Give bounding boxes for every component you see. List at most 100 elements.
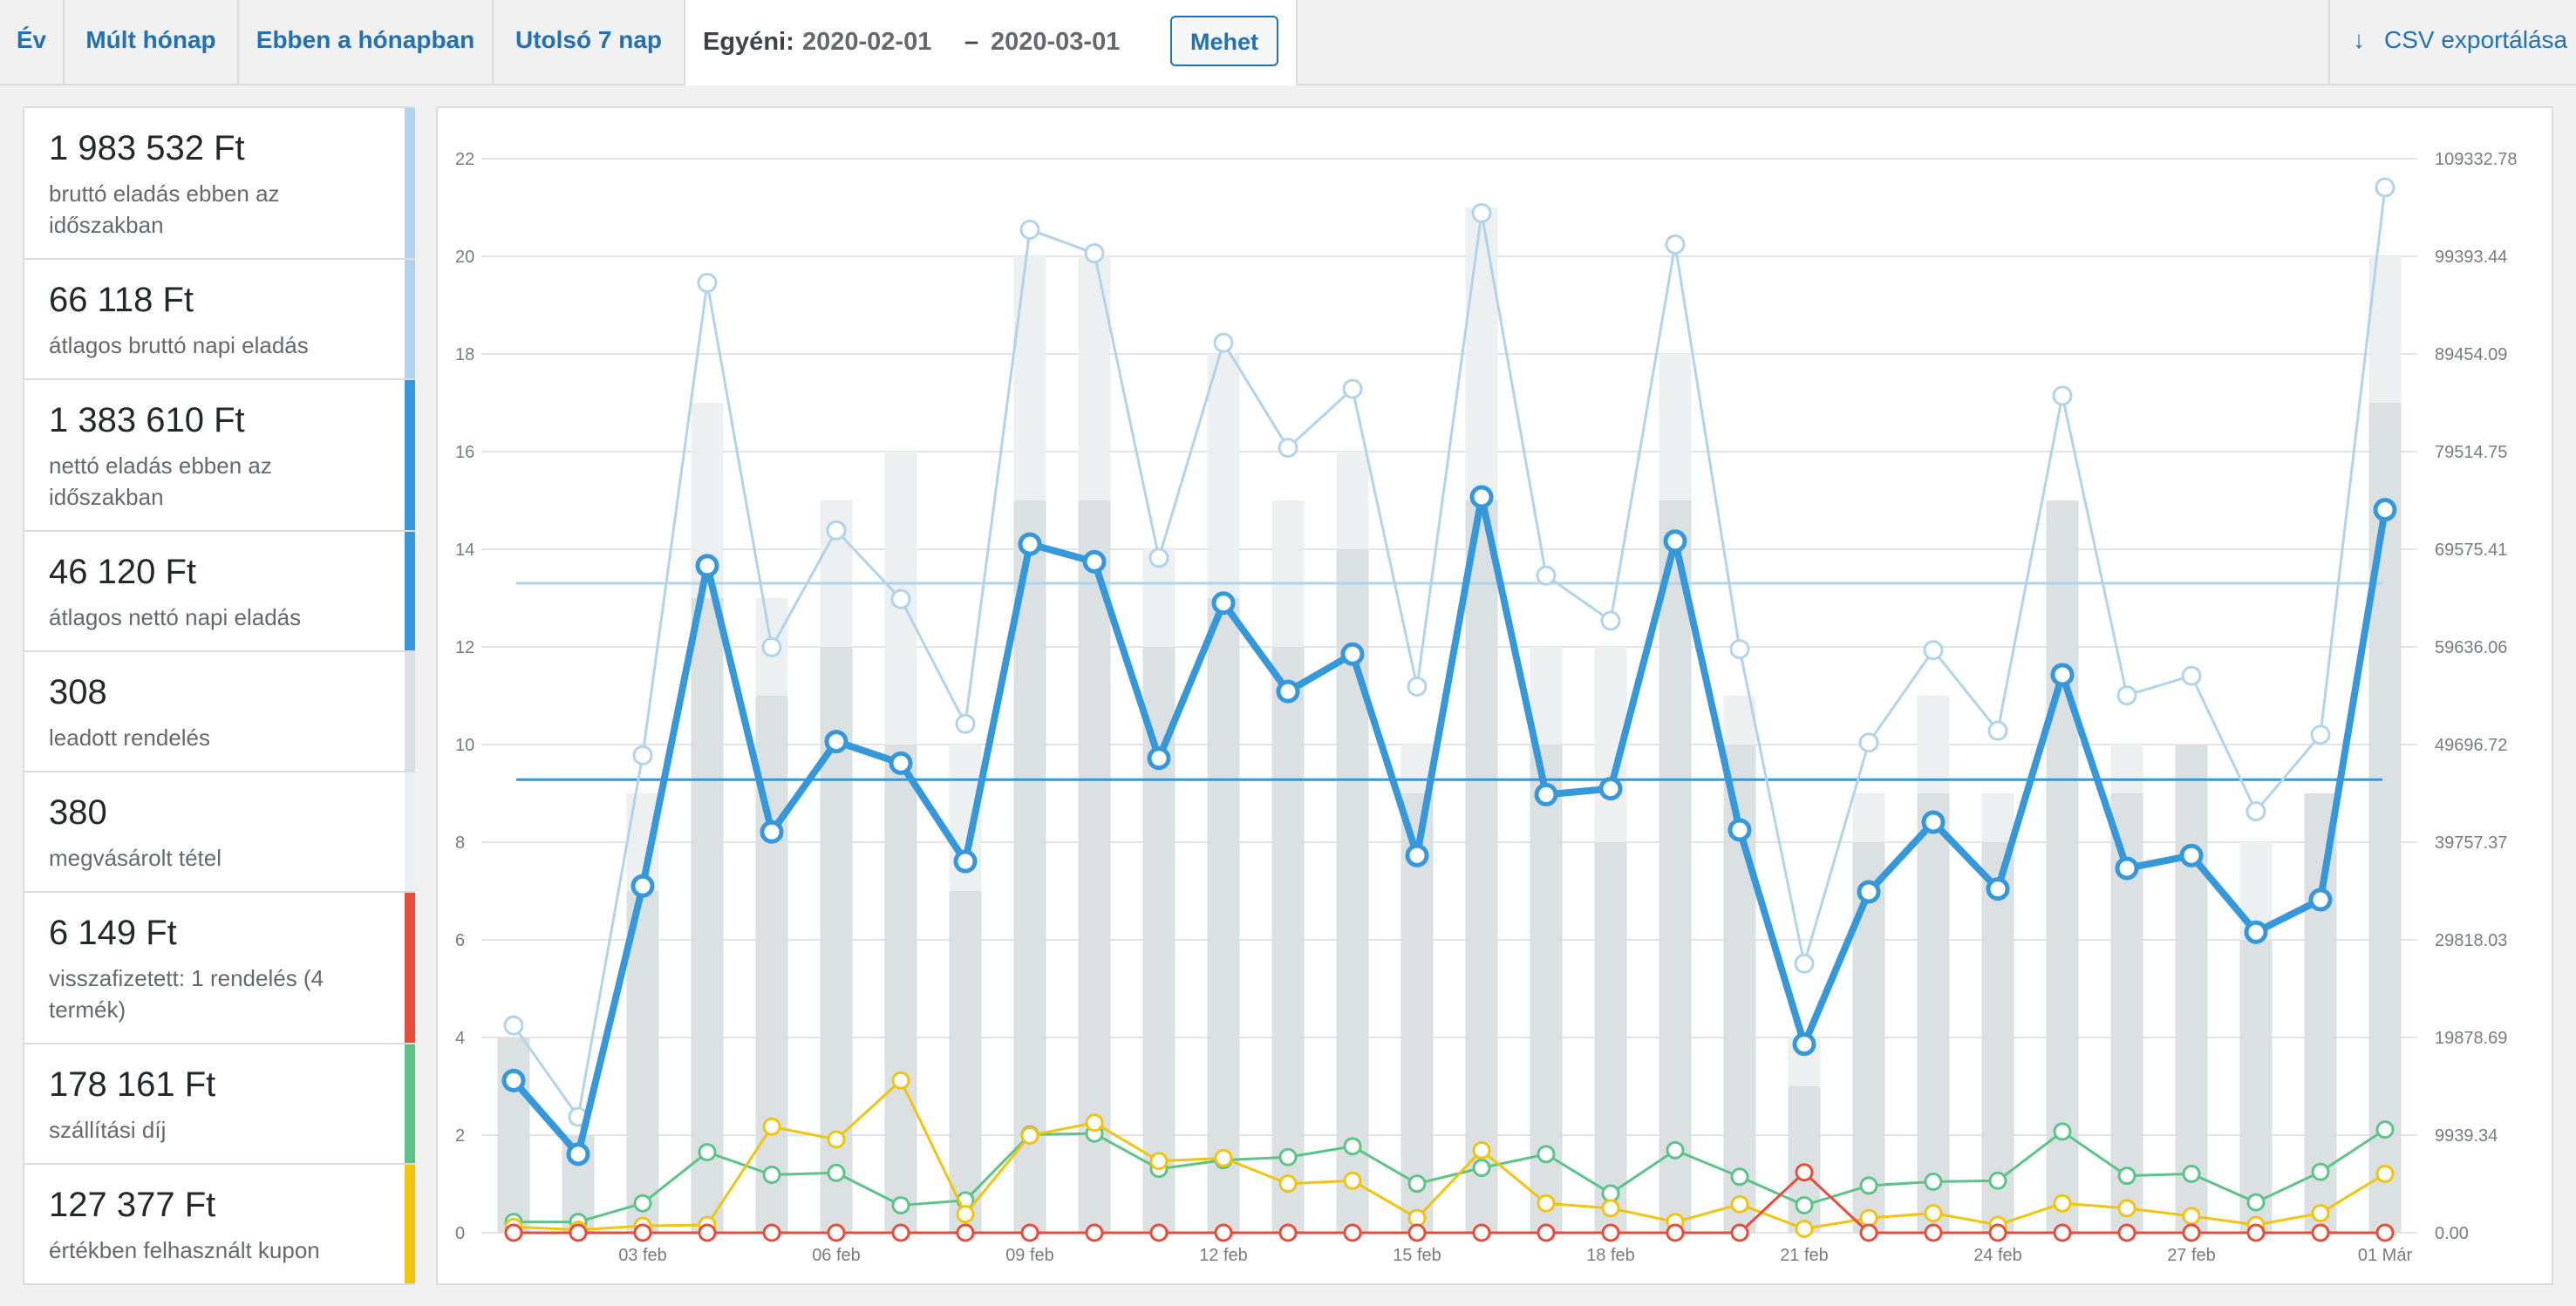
- data-point-coupons: [2117, 1199, 2136, 1218]
- data-point-shipping: [1601, 1184, 1620, 1203]
- bar-orders: [691, 598, 724, 1233]
- legend-label: átlagos bruttó napi eladás: [49, 332, 309, 358]
- data-point-net: [501, 1068, 526, 1092]
- data-point-shipping: [1407, 1174, 1427, 1194]
- data-point-net: [2179, 843, 2204, 867]
- tab-last-month[interactable]: Múlt hónap: [65, 0, 239, 84]
- bar-orders: [1659, 500, 1692, 1233]
- legend-item-net-sales[interactable]: 1 383 610 Ft nettó eladás ebben az idősz…: [24, 380, 415, 532]
- data-point-refunds: [1601, 1223, 1620, 1242]
- data-point-gross: [955, 713, 976, 734]
- legend-label: átlagos nettó napi eladás: [49, 604, 302, 630]
- legend-value: 308: [49, 673, 107, 711]
- y-tick-label-left: 14: [455, 541, 474, 560]
- bar-orders: [1271, 647, 1305, 1233]
- legend-item-avg-gross-daily[interactable]: 66 118 Ft átlagos bruttó napi eladás: [24, 260, 415, 380]
- tab-year[interactable]: Év: [0, 0, 65, 84]
- data-point-coupons: [1149, 1152, 1169, 1171]
- data-point-net: [1469, 485, 1494, 509]
- legend-item-gross-sales[interactable]: 1 983 532 Ft bruttó eladás ebben az idős…: [24, 108, 415, 260]
- data-point-refunds: [1859, 1223, 1878, 1242]
- legend-label: leadott rendelés: [49, 724, 211, 751]
- data-point-gross: [1471, 202, 1492, 223]
- y-tick-label-right: 49696.72: [2435, 736, 2507, 755]
- data-point-coupons: [956, 1205, 975, 1224]
- data-point-gross: [826, 520, 847, 541]
- data-point-refunds: [569, 1223, 588, 1242]
- bar-orders: [2175, 745, 2208, 1233]
- bar-orders: [1465, 500, 1498, 1233]
- data-point-gross: [1794, 953, 1815, 974]
- y-tick-label-left: 16: [455, 443, 474, 462]
- data-point-shipping: [2182, 1164, 2201, 1183]
- y-tick-label-left: 2: [455, 1126, 465, 1146]
- data-point-shipping: [1278, 1147, 1298, 1167]
- tab-last-7-days[interactable]: Utolsó 7 nap: [494, 0, 685, 84]
- legend-item-coupons[interactable]: 127 377 Ft értékben felhasznált kupon: [24, 1165, 415, 1283]
- data-point-gross: [632, 745, 653, 765]
- data-point-gross: [1213, 332, 1234, 353]
- end-date-input[interactable]: 2020-03-01: [991, 28, 1121, 56]
- data-point-net: [695, 554, 719, 578]
- x-tick-label: 06 feb: [812, 1246, 861, 1265]
- legend-value: 46 120 Ft: [49, 553, 197, 591]
- data-point-refunds: [2246, 1223, 2266, 1242]
- data-point-refunds: [1149, 1223, 1169, 1242]
- bar-orders: [1207, 598, 1240, 1233]
- sales-chart: 0 2 4 6 8 10 12 14 16 18 20 22 0.00 9939.34 19878.69 29…: [455, 150, 2518, 1265]
- legend-value: 178 161 Ft: [49, 1065, 216, 1104]
- data-point-gross: [1019, 220, 1040, 241]
- custom-range-label: Egyéni:: [703, 28, 794, 56]
- legend-item-refunds[interactable]: 6 149 Ft visszafizetett: 1 rendelés (4 t…: [24, 893, 415, 1044]
- legend-color-bar: [405, 260, 415, 378]
- legend-item-items[interactable]: 380 megvásárolt tétel: [24, 772, 415, 893]
- legend-color-bar: [405, 652, 415, 771]
- y-tick-label-right: 99393.44: [2435, 248, 2507, 267]
- y-tick-label-left: 8: [455, 833, 465, 853]
- bar-orders: [497, 1037, 530, 1233]
- y-tick-label-left: 6: [455, 931, 465, 950]
- data-point-net: [566, 1142, 590, 1167]
- date-separator: –: [964, 28, 979, 56]
- x-tick-label: 24 feb: [1973, 1246, 2022, 1265]
- data-point-coupons: [1730, 1194, 1749, 1214]
- series-line-gross: [512, 187, 2387, 1119]
- y-tick-label-right: 39757.37: [2435, 833, 2507, 853]
- data-point-shipping: [1666, 1140, 1685, 1160]
- legend-value: 1 383 610 Ft: [49, 401, 245, 439]
- legend-color-bar: [405, 1044, 415, 1163]
- data-point-refunds: [1924, 1223, 1943, 1242]
- data-point-shipping: [2117, 1167, 2136, 1186]
- data-point-gross: [2245, 801, 2266, 822]
- data-point-refunds: [1472, 1223, 1491, 1242]
- data-point-net: [824, 730, 848, 754]
- data-point-coupons: [2182, 1207, 2201, 1226]
- data-point-gross: [1278, 438, 1298, 459]
- data-point-refunds: [1214, 1223, 1233, 1242]
- y-tick-label-right: 19878.69: [2435, 1029, 2507, 1048]
- go-button[interactable]: Mehet: [1170, 16, 1278, 66]
- csv-export-link[interactable]: ↓ CSV exportálása: [2328, 0, 2576, 84]
- tab-this-month[interactable]: Ebben a hónapban: [239, 0, 494, 84]
- bar-orders: [1594, 842, 1627, 1233]
- y-tick-label-right: 0.00: [2435, 1224, 2469, 1243]
- y-tick-label-right: 89454.09: [2435, 345, 2507, 364]
- data-point-coupons: [1924, 1203, 1943, 1222]
- data-point-net: [953, 849, 978, 874]
- data-point-gross: [1148, 548, 1169, 568]
- data-point-refunds: [1666, 1223, 1685, 1242]
- date-range-tabs: Év Múlt hónap Ebben a hónapban Utolsó 7 …: [0, 0, 2576, 85]
- legend-value: 1 983 532 Ft: [49, 129, 245, 167]
- data-point-shipping: [2246, 1193, 2266, 1212]
- legend-item-avg-net-daily[interactable]: 46 120 Ft átlagos nettó napi eladás: [24, 532, 415, 652]
- data-point-refunds: [1407, 1223, 1427, 1242]
- start-date-input[interactable]: 2020-02-01: [802, 28, 932, 56]
- data-point-refunds: [2375, 1223, 2395, 1242]
- data-point-coupons: [1020, 1126, 1039, 1145]
- legend-item-orders[interactable]: 308 leadott rendelés: [24, 652, 415, 772]
- bar-orders: [1852, 842, 1885, 1233]
- data-point-coupons: [762, 1117, 781, 1136]
- legend-color-bar: [405, 380, 415, 530]
- series-line-coupons: [513, 1078, 2386, 1232]
- legend-item-shipping[interactable]: 178 161 Ft szállítási díj: [24, 1044, 415, 1165]
